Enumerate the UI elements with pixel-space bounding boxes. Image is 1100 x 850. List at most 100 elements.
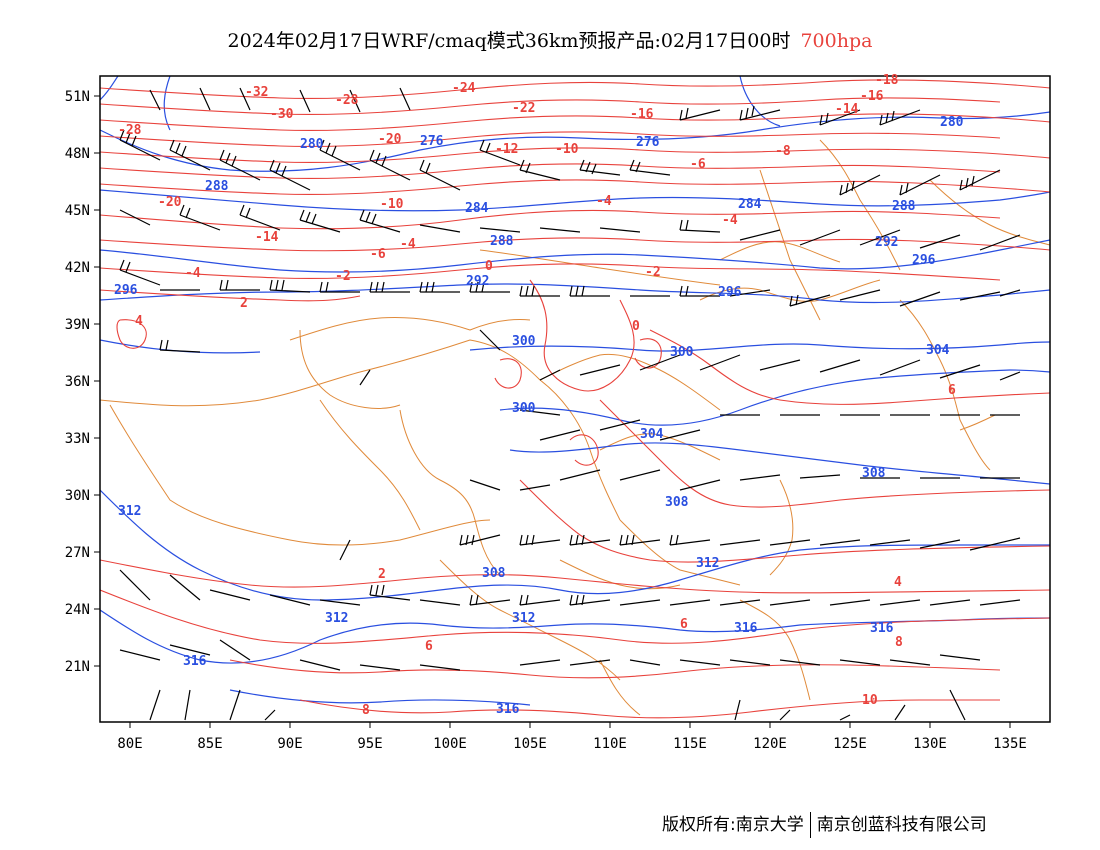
temp-label: -4: [596, 194, 612, 209]
height-label: 316: [183, 654, 207, 669]
temp-label: 2: [240, 296, 248, 311]
lat-label: 24N: [65, 602, 90, 618]
temp-label: -28: [118, 123, 142, 138]
lon-label: 105E: [513, 736, 547, 752]
height-label: 284: [738, 197, 762, 212]
height-label: 316: [496, 702, 520, 717]
temp-label: -10: [380, 197, 404, 212]
height-label: 296: [912, 253, 936, 268]
height-contours: [100, 76, 1050, 706]
temp-label: -2: [645, 265, 661, 280]
latitude-labels: 51N 48N 45N 42N 39N 36N 33N 30N 27N 24N …: [65, 89, 90, 675]
temp-label: -6: [370, 247, 386, 262]
temp-label: -18: [875, 73, 899, 88]
wind-barbs: [119, 87, 1021, 721]
height-label: 288: [205, 179, 229, 194]
height-label: 292: [466, 274, 489, 289]
height-label: 300: [512, 401, 536, 416]
owner-text: 版权所有:南京大学: [662, 815, 804, 835]
temp-label: 6: [680, 617, 688, 632]
height-label: 312: [325, 611, 348, 626]
temp-label: 2: [378, 567, 386, 582]
lon-label: 80E: [117, 736, 142, 752]
height-label: 312: [512, 611, 535, 626]
height-label: 304: [640, 427, 664, 442]
pressure-level: 700hpa: [800, 30, 873, 52]
height-label: 304: [926, 343, 950, 358]
lat-label: 30N: [65, 488, 90, 504]
temp-label: -20: [158, 195, 182, 210]
footer-credits: 版权所有:南京大学 南京创蓝科技有限公司: [662, 810, 987, 838]
lon-label: 85E: [197, 736, 222, 752]
temp-label: -30: [270, 107, 294, 122]
temp-label: -28: [335, 93, 359, 108]
height-label: 300: [670, 345, 694, 360]
lon-label: 120E: [753, 736, 787, 752]
height-label: 316: [734, 621, 758, 636]
temp-label: -4: [722, 213, 738, 228]
axis-ticks: [94, 95, 1011, 728]
chart-title: 2024年02月17日WRF/cmaq模式36km预报产品:02月17日00时 7…: [0, 26, 1100, 53]
temp-label: -6: [690, 157, 706, 172]
temp-label: -4: [400, 237, 416, 252]
temp-label: -24: [452, 81, 476, 96]
temp-label: 8: [362, 703, 370, 718]
map-frame: [99, 75, 1051, 723]
temp-label: 6: [948, 383, 956, 398]
temp-label: 4: [135, 314, 143, 329]
borders: [100, 139, 1050, 716]
temp-label: 10: [862, 693, 878, 708]
height-label: 300: [512, 334, 536, 349]
temperature-contours: [100, 79, 1050, 719]
temp-label: -2: [335, 269, 351, 284]
height-label: 296: [114, 283, 138, 298]
footer-divider: [809, 812, 811, 838]
temperature-labels: -32 -30 -28 -28 -24 -22 -20 -20 -18 -16 …: [118, 73, 956, 718]
temp-label: -4: [185, 266, 201, 281]
temp-label: -32: [245, 85, 268, 100]
temp-label: -16: [860, 89, 884, 104]
height-label: 308: [482, 566, 506, 581]
temp-label: 0: [632, 319, 640, 334]
temp-label: 4: [894, 575, 902, 590]
temp-label: -20: [378, 132, 402, 147]
lon-label: 100E: [433, 736, 467, 752]
temp-label: -10: [555, 142, 579, 157]
lat-label: 45N: [65, 203, 90, 219]
lat-label: 21N: [65, 659, 90, 675]
height-label: 284: [465, 201, 489, 216]
lon-label: 90E: [277, 736, 302, 752]
temp-label: -22: [512, 101, 535, 116]
temp-label: -12: [495, 142, 518, 157]
temp-label: 0: [485, 259, 493, 274]
lon-label: 95E: [357, 736, 382, 752]
height-label: 288: [490, 234, 514, 249]
temp-label: -14: [835, 102, 859, 117]
lon-label: 110E: [593, 736, 627, 752]
company-text: 南京创蓝科技有限公司: [816, 815, 987, 835]
height-label: 292: [875, 235, 898, 250]
lat-label: 33N: [65, 431, 90, 447]
height-label: 280: [940, 115, 964, 130]
longitude-labels: 80E 85E 90E 95E 100E 105E 110E 115E 120E…: [117, 736, 1027, 752]
lon-label: 125E: [833, 736, 867, 752]
temp-label: 8: [895, 635, 903, 650]
temp-label: -16: [630, 107, 654, 122]
height-labels: 280 276 276 280 284 284 288 288 288 292 …: [114, 115, 964, 717]
lat-label: 42N: [65, 260, 90, 276]
lat-label: 51N: [65, 89, 90, 105]
height-label: 288: [892, 199, 916, 214]
height-label: 276: [636, 135, 660, 150]
height-label: 308: [862, 466, 886, 481]
title-text: 2024年02月17日WRF/cmaq模式36km预报产品:02月17日00时: [227, 30, 791, 52]
lon-label: 115E: [673, 736, 707, 752]
temp-label: 6: [425, 639, 433, 654]
temp-label: -14: [255, 230, 279, 245]
height-label: 312: [118, 504, 141, 519]
lat-label: 48N: [65, 146, 90, 162]
lon-label: 135E: [993, 736, 1027, 752]
height-label: 280: [300, 137, 324, 152]
height-label: 316: [870, 621, 894, 636]
height-label: 308: [665, 495, 689, 510]
